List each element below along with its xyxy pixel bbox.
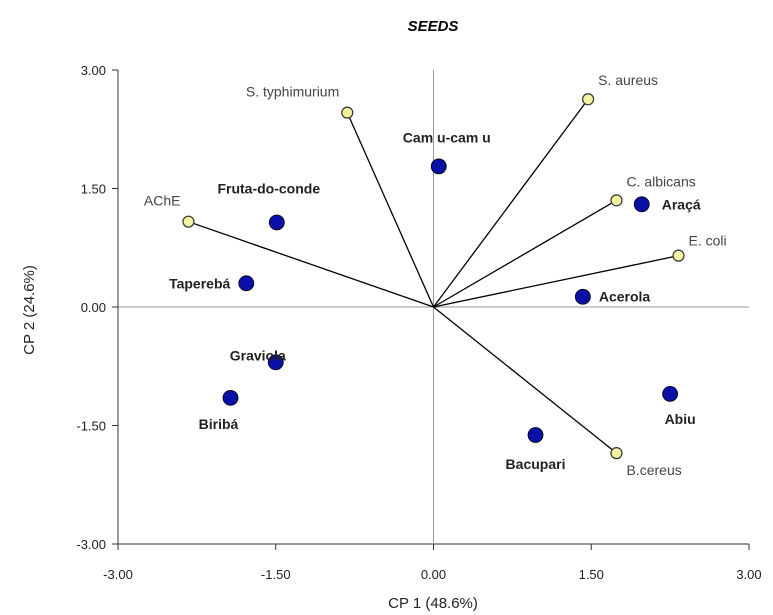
sample-point xyxy=(268,214,285,231)
chart-title: SEEDS xyxy=(408,18,459,35)
sample-label: Acerola xyxy=(599,289,651,305)
variable-label: B.cereus xyxy=(626,462,681,478)
point-labels: S. typhimurium S. aureus C. albicans E. col… xyxy=(144,72,727,478)
variable-point xyxy=(182,215,195,228)
variable-label: S. typhimurium xyxy=(246,84,339,100)
variable-label: S. aureus xyxy=(598,72,658,88)
x-tick-label: 3.00 xyxy=(736,567,761,582)
x-tick-label: -3.00 xyxy=(103,567,133,582)
sample-label: Cam u-cam u xyxy=(403,129,491,145)
y-tick-label: -1.50 xyxy=(76,419,106,434)
variable-point xyxy=(581,93,595,106)
data-points xyxy=(182,93,685,460)
x-tick-label: 0.00 xyxy=(421,567,446,582)
sample-point xyxy=(527,427,544,443)
sample-label: Taperebá xyxy=(169,275,230,291)
loading-vector xyxy=(188,221,434,308)
x-tick-label: 1.50 xyxy=(579,567,604,582)
variable-point xyxy=(672,249,685,262)
sample-label: Biribá xyxy=(199,416,239,432)
y-tick-label: 3.00 xyxy=(81,63,106,78)
y-tick-label: 0.00 xyxy=(81,300,106,315)
sample-label: Graviola xyxy=(230,347,286,363)
loading-vector xyxy=(433,255,679,308)
y-tick-label: 1.50 xyxy=(81,182,106,197)
sample-point xyxy=(662,385,679,402)
axes: -3.00 -1.50 0.00 1.50 3.00 3.00 1.50 0.00 -1.50 -… xyxy=(76,63,761,582)
sample-point xyxy=(267,354,284,371)
sample-label: Bacupari xyxy=(506,456,566,472)
variable-point xyxy=(341,106,354,119)
y-tick-label: -3.00 xyxy=(76,537,106,552)
variable-point xyxy=(610,447,623,460)
sample-point xyxy=(574,288,591,305)
loading-vector xyxy=(432,98,589,308)
sample-point xyxy=(238,275,255,292)
sample-point xyxy=(430,158,447,175)
x-tick-label: -1.50 xyxy=(261,567,291,582)
variable-label: E. coli xyxy=(689,233,727,249)
loading-vectors xyxy=(188,98,679,454)
variable-label: C. albicans xyxy=(626,173,695,189)
sample-point xyxy=(633,196,650,213)
sample-label: Fruta-do-conde xyxy=(217,180,320,196)
variable-label: AChE xyxy=(144,193,181,209)
sample-point xyxy=(222,389,239,406)
loading-vector xyxy=(433,199,617,308)
loading-vector xyxy=(433,306,617,454)
variable-point xyxy=(610,194,623,207)
sample-label: Araçá xyxy=(662,196,701,212)
y-axis-title: CP 2 (24.6%) xyxy=(21,265,38,355)
x-axis-title: CP 1 (48.6%) xyxy=(388,595,478,612)
loading-vector xyxy=(346,112,435,308)
sample-label: Abiu xyxy=(665,411,696,427)
